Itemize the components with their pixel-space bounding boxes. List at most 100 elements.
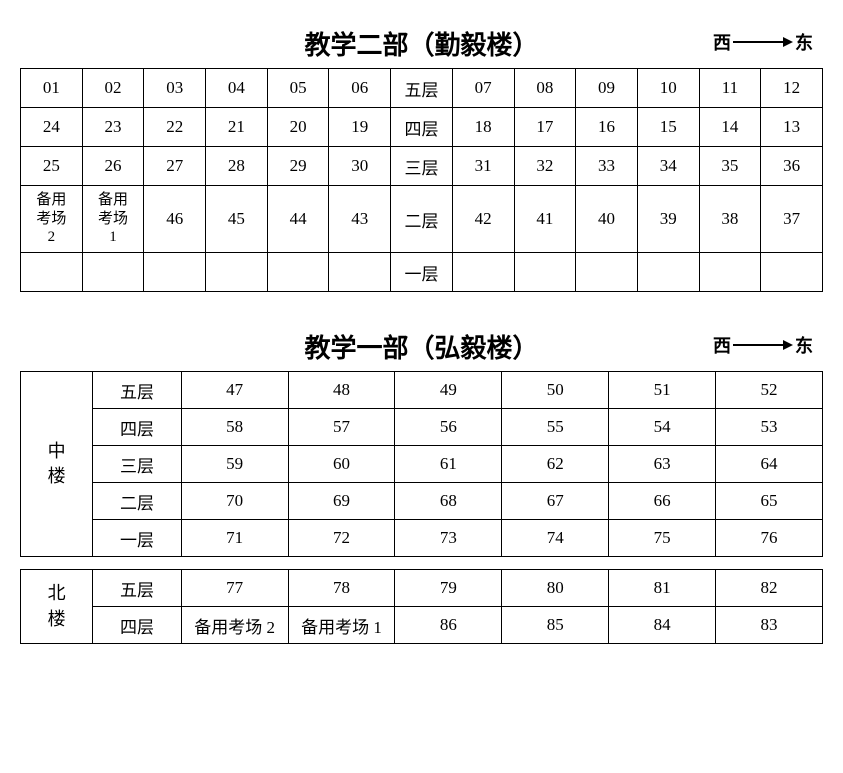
cell: 33 [576,147,638,186]
cell: 66 [609,483,716,520]
cell: 84 [609,607,716,644]
compass-arrow-icon [783,340,793,350]
cell: 30 [329,147,391,186]
cell: 27 [144,147,206,186]
cell: 46 [144,186,206,253]
cell [267,253,329,292]
cell: 39 [637,186,699,253]
cell: 42 [452,186,514,253]
floor-label: 二层 [93,483,181,520]
table-building1: 中楼 五层 47 48 49 50 51 52 四层 58 57 56 55 5… [20,371,823,557]
cell [514,253,576,292]
cell: 06 [329,69,391,108]
cell [699,253,761,292]
cell: 35 [699,147,761,186]
cell: 36 [761,147,823,186]
cell: 05 [267,69,329,108]
cell: 01 [21,69,83,108]
spare-room: 备用考场1 [82,186,144,253]
cell: 04 [206,69,268,108]
floor-label: 四层 [93,409,181,446]
table-row: 北楼 五层 77 78 79 80 81 82 [21,570,823,607]
cell [206,253,268,292]
floor-label: 四层 [391,108,453,147]
cell: 16 [576,108,638,147]
cell: 57 [288,409,395,446]
cell: 24 [21,108,83,147]
cell: 59 [181,446,288,483]
cell: 81 [609,570,716,607]
table-row: 25 26 27 28 29 30 三层 31 32 33 34 35 36 [21,147,823,186]
cell: 61 [395,446,502,483]
cell: 82 [716,570,823,607]
cell: 40 [576,186,638,253]
floor-label: 三层 [391,147,453,186]
compass-line [733,344,783,346]
cell: 70 [181,483,288,520]
building-name: 中楼 [21,372,93,557]
cell: 13 [761,108,823,147]
cell: 18 [452,108,514,147]
cell: 38 [699,186,761,253]
table-section1: 01 02 03 04 05 06 五层 07 08 09 10 11 12 2… [20,68,823,292]
cell [761,253,823,292]
cell: 72 [288,520,395,557]
cell: 09 [576,69,638,108]
table-row: 二层 70 69 68 67 66 65 [21,483,823,520]
cell: 20 [267,108,329,147]
cell: 78 [288,570,395,607]
cell: 60 [288,446,395,483]
cell: 34 [637,147,699,186]
cell: 07 [452,69,514,108]
cell: 85 [502,607,609,644]
cell: 03 [144,69,206,108]
cell: 备用考场 2 [181,607,288,644]
cell: 73 [395,520,502,557]
cell: 62 [502,446,609,483]
cell: 63 [609,446,716,483]
cell: 22 [144,108,206,147]
floor-label: 三层 [93,446,181,483]
cell [21,253,83,292]
cell: 51 [609,372,716,409]
cell: 58 [181,409,288,446]
cell: 50 [502,372,609,409]
cell [452,253,514,292]
cell: 67 [502,483,609,520]
cell: 56 [395,409,502,446]
cell: 69 [288,483,395,520]
cell: 53 [716,409,823,446]
cell: 23 [82,108,144,147]
table-row: 三层 59 60 61 62 63 64 [21,446,823,483]
cell: 31 [452,147,514,186]
cell: 68 [395,483,502,520]
cell: 75 [609,520,716,557]
section2-title: 教学一部（弘毅楼） [304,334,538,363]
compass-direction: 西 东 [713,332,813,358]
cell: 08 [514,69,576,108]
cell: 21 [206,108,268,147]
cell: 12 [761,69,823,108]
cell: 32 [514,147,576,186]
cell: 28 [206,147,268,186]
cell: 54 [609,409,716,446]
floor-label: 五层 [391,69,453,108]
compass-line [733,41,783,43]
floor-label: 二层 [391,186,453,253]
floor-label: 五层 [93,372,181,409]
building-name: 北楼 [21,570,93,644]
cell: 86 [395,607,502,644]
table-row: 四层 58 57 56 55 54 53 [21,409,823,446]
cell: 52 [716,372,823,409]
table-row: 四层 备用考场 2 备用考场 1 86 85 84 83 [21,607,823,644]
floor-label: 五层 [93,570,181,607]
compass-east: 东 [795,332,813,358]
cell: 77 [181,570,288,607]
cell: 25 [21,147,83,186]
compass-west: 西 [713,29,731,55]
compass-east: 东 [795,29,813,55]
spare-room: 备用考场2 [21,186,83,253]
cell: 19 [329,108,391,147]
cell: 17 [514,108,576,147]
cell: 49 [395,372,502,409]
